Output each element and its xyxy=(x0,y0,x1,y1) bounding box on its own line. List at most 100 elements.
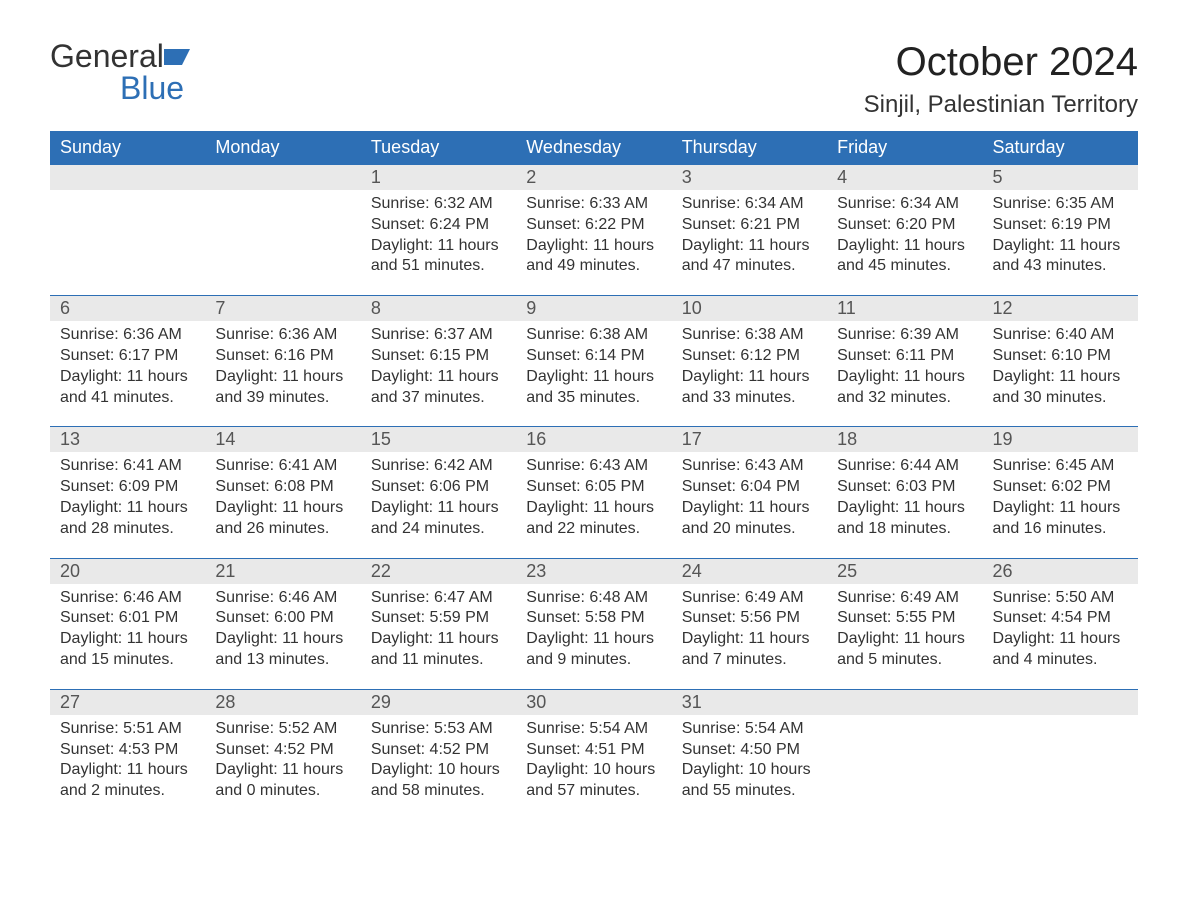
day-number: 2 xyxy=(516,164,671,190)
day-number: 22 xyxy=(361,558,516,584)
day-cell: Sunrise: 6:34 AMSunset: 6:20 PMDaylight:… xyxy=(827,190,982,295)
day-cell: Sunrise: 6:47 AMSunset: 5:59 PMDaylight:… xyxy=(361,584,516,689)
day-number: 8 xyxy=(361,295,516,321)
daylight-line: Daylight: 11 hours and 9 minutes. xyxy=(526,630,654,668)
day-cell: Sunrise: 6:38 AMSunset: 6:14 PMDaylight:… xyxy=(516,321,671,426)
empty-cell xyxy=(983,715,1138,815)
day-cell: Sunrise: 6:43 AMSunset: 6:04 PMDaylight:… xyxy=(672,452,827,557)
sunset-line: Sunset: 4:52 PM xyxy=(215,741,333,758)
sunset-line: Sunset: 5:59 PM xyxy=(371,609,489,626)
day-number: 27 xyxy=(50,689,205,715)
sunrise-line: Sunrise: 6:33 AM xyxy=(526,195,648,212)
day-number: 12 xyxy=(983,295,1138,321)
daylight-line: Daylight: 11 hours and 51 minutes. xyxy=(371,237,499,275)
week-daynum-row: 20212223242526 xyxy=(50,558,1138,584)
sunrise-line: Sunrise: 6:49 AM xyxy=(682,589,804,606)
month-title: October 2024 xyxy=(864,40,1138,85)
sunrise-line: Sunrise: 5:54 AM xyxy=(526,720,648,737)
sunrise-line: Sunrise: 6:46 AM xyxy=(215,589,337,606)
day-number: 18 xyxy=(827,426,982,452)
sunset-line: Sunset: 6:24 PM xyxy=(371,216,489,233)
day-number: 13 xyxy=(50,426,205,452)
logo-word1: General xyxy=(50,38,164,74)
empty-daynum xyxy=(827,689,982,715)
empty-daynum xyxy=(205,164,360,190)
day-number: 9 xyxy=(516,295,671,321)
daylight-line: Daylight: 11 hours and 22 minutes. xyxy=(526,499,654,537)
dayname-friday: Friday xyxy=(827,131,982,164)
sunset-line: Sunset: 6:20 PM xyxy=(837,216,955,233)
day-cell: Sunrise: 6:49 AMSunset: 5:55 PMDaylight:… xyxy=(827,584,982,689)
sunrise-line: Sunrise: 6:49 AM xyxy=(837,589,959,606)
week-content-row: Sunrise: 6:46 AM Sunset: 6:01 PM Daylight:… xyxy=(50,584,1138,689)
day-cell: Sunrise: 5:53 AMSunset: 4:52 PMDaylight:… xyxy=(361,715,516,820)
location: Sinjil, Palestinian Territory xyxy=(864,91,1138,119)
dayname-tuesday: Tuesday xyxy=(361,131,516,164)
sunrise-line: Sunrise: 6:45 AM xyxy=(993,457,1115,474)
daylight-line: Daylight: 11 hours and 39 minutes. xyxy=(215,368,343,406)
sunset-line: Sunset: 6:19 PM xyxy=(993,216,1111,233)
title-block: October 2024 Sinjil, Palestinian Territo… xyxy=(864,40,1138,119)
daylight-line: Daylight: 11 hours and 20 minutes. xyxy=(682,499,810,537)
daylight-line: Daylight: 11 hours and 16 minutes. xyxy=(993,499,1121,537)
day-number: 3 xyxy=(672,164,827,190)
sunset-line: Sunset: 6:21 PM xyxy=(682,216,800,233)
daylight-line: Daylight: 10 hours and 57 minutes. xyxy=(526,761,655,799)
day-number: 31 xyxy=(672,689,827,715)
sunrise-line: Sunrise: 6:35 AM xyxy=(993,195,1115,212)
sunset-line: Sunset: 6:02 PM xyxy=(993,478,1111,495)
sunset-line: Sunset: 6:16 PM xyxy=(215,347,333,364)
header: General Blue October 2024 Sinjil, Palest… xyxy=(50,40,1138,119)
dayname-wednesday: Wednesday xyxy=(516,131,671,164)
day-cell: Sunrise: 5:54 AMSunset: 4:51 PMDaylight:… xyxy=(516,715,671,820)
day-cell: Sunrise: 5:51 AMSunset: 4:53 PMDaylight:… xyxy=(50,715,205,820)
day-cell: Sunrise: 6:46 AMSunset: 6:00 PMDaylight:… xyxy=(205,584,360,689)
day-cell: Sunrise: 6:41 AMSunset: 6:09 PMDaylight:… xyxy=(50,452,205,557)
daylight-line: Daylight: 11 hours and 24 minutes. xyxy=(371,499,499,537)
sunrise-line: Sunrise: 5:52 AM xyxy=(215,720,337,737)
sunset-line: Sunset: 6:11 PM xyxy=(837,347,954,364)
daylight-line: Daylight: 11 hours and 26 minutes. xyxy=(215,499,343,537)
sunrise-line: Sunrise: 6:39 AM xyxy=(837,326,959,343)
daylight-line: Daylight: 11 hours and 2 minutes. xyxy=(60,761,188,799)
sunset-line: Sunset: 6:15 PM xyxy=(371,347,489,364)
sunset-line: Sunset: 4:52 PM xyxy=(371,741,489,758)
daylight-line: Daylight: 11 hours and 47 minutes. xyxy=(682,237,810,275)
sunset-line: Sunset: 6:01 PM xyxy=(60,609,178,626)
sunset-line: Sunset: 4:50 PM xyxy=(682,741,800,758)
day-number: 17 xyxy=(672,426,827,452)
empty-daynum xyxy=(983,689,1138,715)
daylight-line: Daylight: 11 hours and 13 minutes. xyxy=(215,630,343,668)
sunrise-line: Sunrise: 6:40 AM xyxy=(993,326,1115,343)
daylight-line: Daylight: 11 hours and 35 minutes. xyxy=(526,368,654,406)
day-number: 15 xyxy=(361,426,516,452)
daylight-line: Daylight: 11 hours and 49 minutes. xyxy=(526,237,654,275)
sunrise-line: Sunrise: 6:38 AM xyxy=(682,326,804,343)
sunset-line: Sunset: 6:17 PM xyxy=(60,347,178,364)
daylight-line: Daylight: 11 hours and 37 minutes. xyxy=(371,368,499,406)
calendar-table: SundayMondayTuesdayWednesdayThursdayFrid… xyxy=(50,131,1138,820)
week-daynum-row: 6789101112 xyxy=(50,295,1138,321)
day-number: 23 xyxy=(516,558,671,584)
empty-daynum xyxy=(50,164,205,190)
day-cell: Sunrise: 6:40 AMSunset: 6:10 PMDaylight:… xyxy=(983,321,1138,426)
day-number: 21 xyxy=(205,558,360,584)
empty-cell xyxy=(205,190,360,290)
day-number: 11 xyxy=(827,295,982,321)
daylight-line: Daylight: 11 hours and 41 minutes. xyxy=(60,368,188,406)
day-number: 20 xyxy=(50,558,205,584)
week-daynum-row: 12345 xyxy=(50,164,1138,190)
day-cell: Sunrise: 6:44 AMSunset: 6:03 PMDaylight:… xyxy=(827,452,982,557)
sunrise-line: Sunrise: 5:51 AM xyxy=(60,720,182,737)
sunrise-line: Sunrise: 6:44 AM xyxy=(837,457,959,474)
daylight-line: Daylight: 11 hours and 33 minutes. xyxy=(682,368,810,406)
sunset-line: Sunset: 6:22 PM xyxy=(526,216,644,233)
day-number: 10 xyxy=(672,295,827,321)
sunrise-line: Sunrise: 6:32 AM xyxy=(371,195,493,212)
sunset-line: Sunset: 5:58 PM xyxy=(526,609,644,626)
day-cell: Sunrise: 6:36 AMSunset: 6:17 PMDaylight:… xyxy=(50,321,205,426)
day-number: 1 xyxy=(361,164,516,190)
day-number: 16 xyxy=(516,426,671,452)
week-daynum-row: 13141516171819 xyxy=(50,426,1138,452)
calendar-header: SundayMondayTuesdayWednesdayThursdayFrid… xyxy=(50,131,1138,164)
